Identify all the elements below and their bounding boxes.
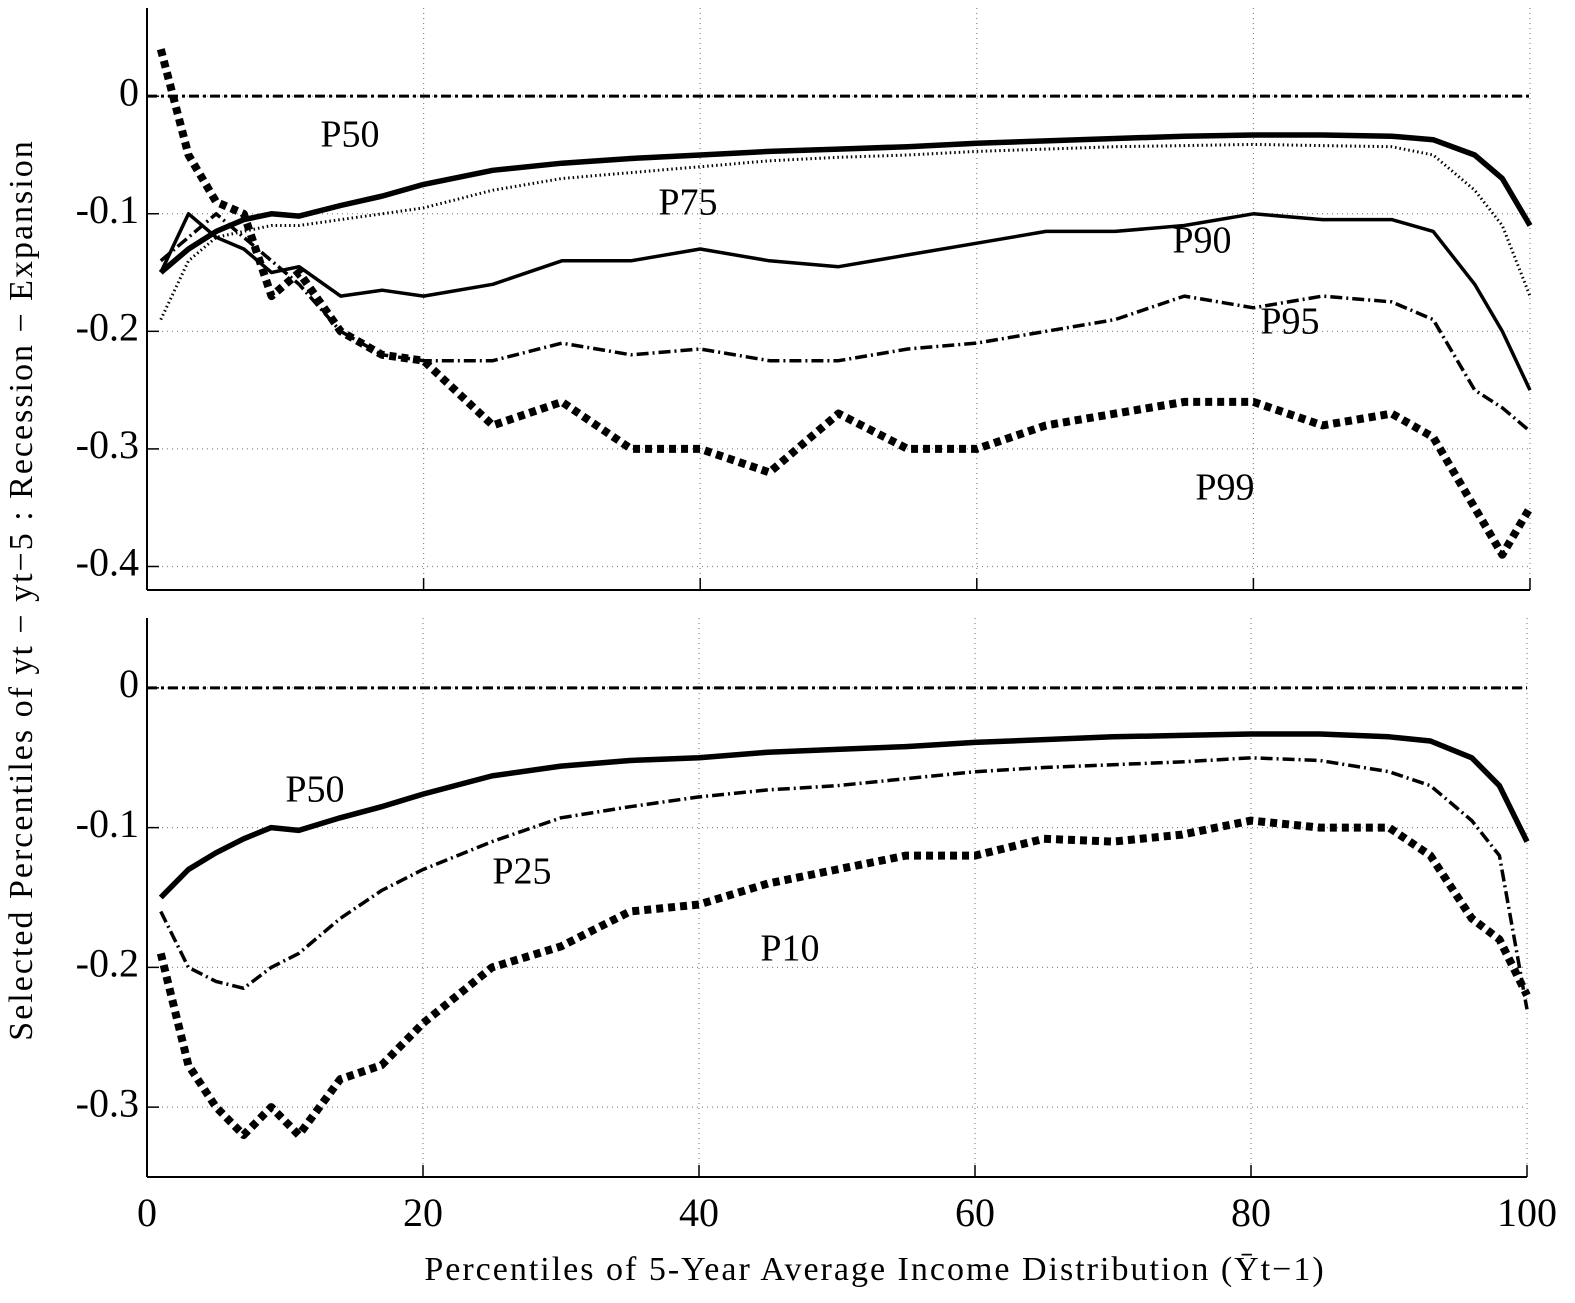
annotation: P25 (492, 851, 551, 893)
x-tick-label: 0 (137, 1190, 157, 1235)
series-line (156, 816, 1531, 1140)
series-line (159, 142, 1532, 321)
series-line (156, 48, 1534, 559)
y-tick-label: -0.2 (76, 941, 139, 986)
y-tick-label: -0.3 (76, 1080, 139, 1125)
series-line (158, 731, 1530, 900)
series-line (159, 132, 1533, 275)
annotation: P10 (760, 928, 819, 970)
y-tick-label: 0 (119, 661, 139, 706)
y-axis-label: Selected Percentiles of yt − yt−5 : Rece… (3, 139, 40, 1040)
y-tick-label: -0.3 (76, 422, 139, 467)
annotation: P75 (658, 182, 717, 224)
x-tick-label: 60 (955, 1190, 995, 1235)
y-tick-label: 0 (119, 69, 139, 114)
annotation: P99 (1195, 467, 1254, 509)
x-tick-label: 80 (1231, 1190, 1271, 1235)
series-line (159, 212, 1532, 391)
x-axis-label: Percentiles of 5-Year Average Income Dis… (424, 1251, 1325, 1288)
annotation: P50 (320, 114, 379, 156)
annotation: P90 (1172, 220, 1231, 262)
y-tick-label: -0.1 (76, 801, 139, 846)
y-tick-label: -0.1 (76, 187, 139, 232)
y-tick-label: -0.4 (76, 540, 139, 585)
x-tick-label: 40 (679, 1190, 719, 1235)
y-tick-label: -0.2 (76, 305, 139, 350)
annotation: P95 (1260, 301, 1319, 343)
annotation: P50 (285, 769, 344, 811)
x-tick-label: 20 (403, 1190, 443, 1235)
series-line (159, 212, 1532, 433)
x-tick-label: 100 (1497, 1190, 1557, 1235)
series-line (159, 756, 1529, 1010)
